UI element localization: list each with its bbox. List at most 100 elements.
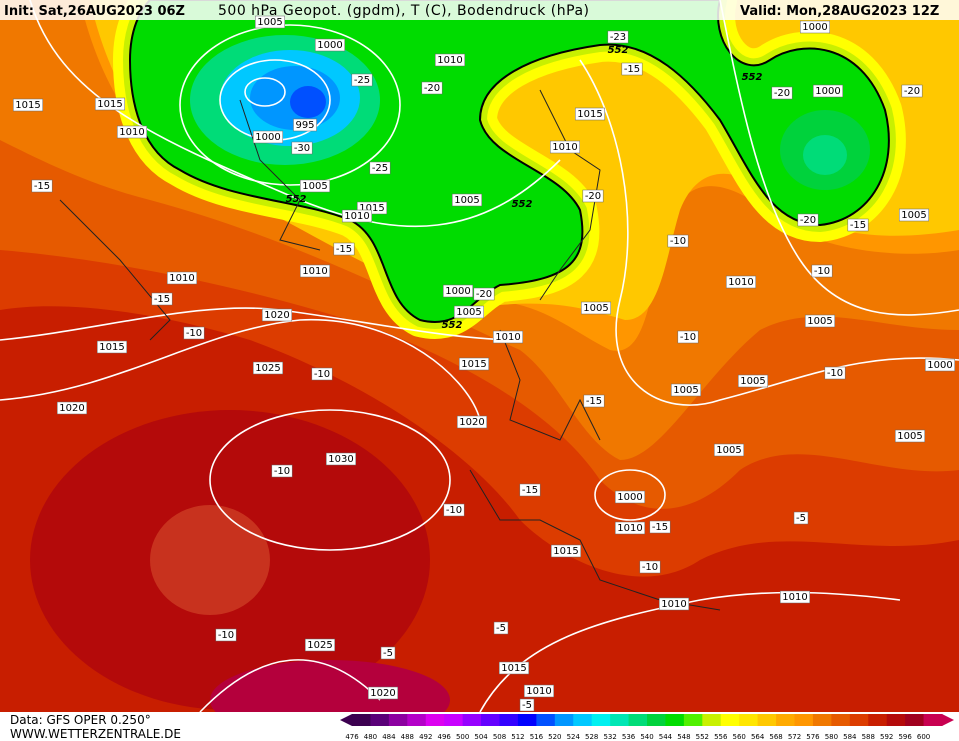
- temperature-label-text: -15: [522, 485, 538, 496]
- header-band: [0, 0, 959, 20]
- isobar-label-text: 1010: [119, 127, 144, 138]
- isobar-label-text: 1005: [897, 431, 922, 442]
- isobar-label-text: 1020: [264, 310, 289, 321]
- temperature-label-box: [311, 367, 333, 381]
- temperature-label-text: -15: [850, 220, 866, 231]
- temperature-label: -10: [824, 366, 846, 380]
- isobar-label-text: 1005: [901, 210, 926, 221]
- colorbar-label: 492: [419, 733, 432, 741]
- isobar-label-text: 1010: [728, 277, 753, 288]
- isobar-label-box: [95, 97, 125, 111]
- colorbar-swatch: [517, 714, 537, 726]
- isobar-label: 1010: [615, 521, 645, 535]
- isobar-label-box: [255, 15, 285, 29]
- temperature-label-text: -30: [294, 143, 310, 154]
- temperature-label-text: -20: [585, 191, 601, 202]
- colorbar-swatch: [610, 714, 630, 726]
- isobar-label-text: 1000: [317, 40, 342, 51]
- isobar-label: 1005: [300, 179, 330, 193]
- colorbar-swatch: [905, 714, 925, 726]
- temperature-label-box: [649, 520, 671, 534]
- temperature-label-box: [421, 81, 443, 95]
- temperature-label-box: [583, 394, 605, 408]
- isobar-label-text: 1015: [15, 100, 40, 111]
- temperature-label-text: -5: [522, 700, 532, 711]
- colorbar-label: 556: [714, 733, 728, 741]
- isobar-label: 1010: [300, 264, 330, 278]
- isobar-label-box: [780, 590, 810, 604]
- temperature-label-text: -10: [218, 630, 234, 641]
- temperature-label: -15: [519, 483, 541, 497]
- isobar-label-text: 1010: [437, 55, 462, 66]
- map-title: 500 hPa Geopot. (gpdm), T (C), Bodendruc…: [218, 3, 589, 19]
- isobar-label-box: [300, 179, 330, 193]
- temperature-label: -5: [519, 698, 535, 712]
- isobar-label: 1000: [800, 20, 830, 34]
- isobar-label-box: [575, 107, 605, 121]
- temperature-label-box: [351, 73, 373, 87]
- temperature-label-text: -15: [154, 294, 170, 305]
- temperature-label-text: -15: [586, 396, 602, 407]
- colorbar-label: 532: [603, 733, 616, 741]
- isobar-label: 1015: [499, 661, 529, 675]
- isobar-label-text: 1030: [328, 454, 353, 465]
- colorbar-label: 508: [493, 733, 506, 741]
- height-label: 552: [742, 72, 763, 83]
- temperature-label: -15: [333, 242, 355, 256]
- temperature-label-box: [291, 141, 313, 155]
- colorbar-label: 488: [401, 733, 414, 741]
- isobar-label: 1010: [117, 125, 147, 139]
- isobar-label: 1005: [581, 301, 611, 315]
- isobar-label: 1025: [253, 361, 283, 375]
- temperature-label-text: -15: [336, 244, 352, 255]
- temperature-label: -20: [797, 213, 819, 227]
- isobar-label-text: 1010: [782, 592, 807, 603]
- isobar-label-box: [253, 130, 283, 144]
- isobar-label-text: 1010: [617, 523, 642, 534]
- temperature-label-box: [493, 621, 509, 635]
- isobar-label: 1000: [925, 358, 955, 372]
- colorbar-label: 560: [733, 733, 746, 741]
- isobar-label-box: [57, 401, 87, 415]
- temperature-label-box: [151, 292, 173, 306]
- colorbar-swatch: [757, 714, 777, 726]
- temperature-label-box: [797, 213, 819, 227]
- colorbar-arrow: [340, 714, 352, 726]
- isobar-label-box: [305, 638, 335, 652]
- temperature-label: -10: [677, 330, 699, 344]
- colorbar-swatch: [702, 714, 722, 726]
- temperature-label: -10: [183, 326, 205, 340]
- isobar-label-box: [659, 597, 689, 611]
- colorbar-swatch: [831, 714, 851, 726]
- isobar-label: 1015: [551, 544, 581, 558]
- temperature-label-text: -5: [383, 648, 393, 659]
- isobar-label-box: [499, 661, 529, 675]
- isobar-label: 1005: [805, 314, 835, 328]
- colorbar-swatch: [683, 714, 703, 726]
- isobar-label: 1010: [167, 271, 197, 285]
- valid-time: Valid: Mon,28AUG2023 12Z: [740, 4, 939, 19]
- temperature-label: -10: [811, 264, 833, 278]
- isobar-label: 1015: [95, 97, 125, 111]
- colorbar-swatch: [444, 714, 464, 726]
- colorbar-label: 588: [862, 733, 875, 741]
- temperature-label-text: -20: [774, 88, 790, 99]
- colorbar-label: 528: [585, 733, 598, 741]
- temperature-label-text: -25: [354, 75, 370, 86]
- colorbar-swatch: [462, 714, 482, 726]
- temperature-label: -20: [771, 86, 793, 100]
- temperature-label-box: [333, 242, 355, 256]
- isobar-label-text: 1015: [99, 342, 124, 353]
- temperature-label-text: -10: [314, 369, 330, 380]
- temperature-label: -10: [639, 560, 661, 574]
- isobar-label: 1020: [57, 401, 87, 415]
- isobar-label-box: [813, 84, 843, 98]
- isobar-label-text: 1010: [661, 599, 686, 610]
- isobar-label: 1010: [342, 209, 372, 223]
- temperature-label: -5: [793, 511, 809, 525]
- temperature-label-box: [639, 560, 661, 574]
- isobar-label-text: 1010: [526, 686, 551, 697]
- temperature-label-text: -20: [904, 86, 920, 97]
- isobar-label: 1000: [443, 284, 473, 298]
- isobar-label-text: 1015: [501, 663, 526, 674]
